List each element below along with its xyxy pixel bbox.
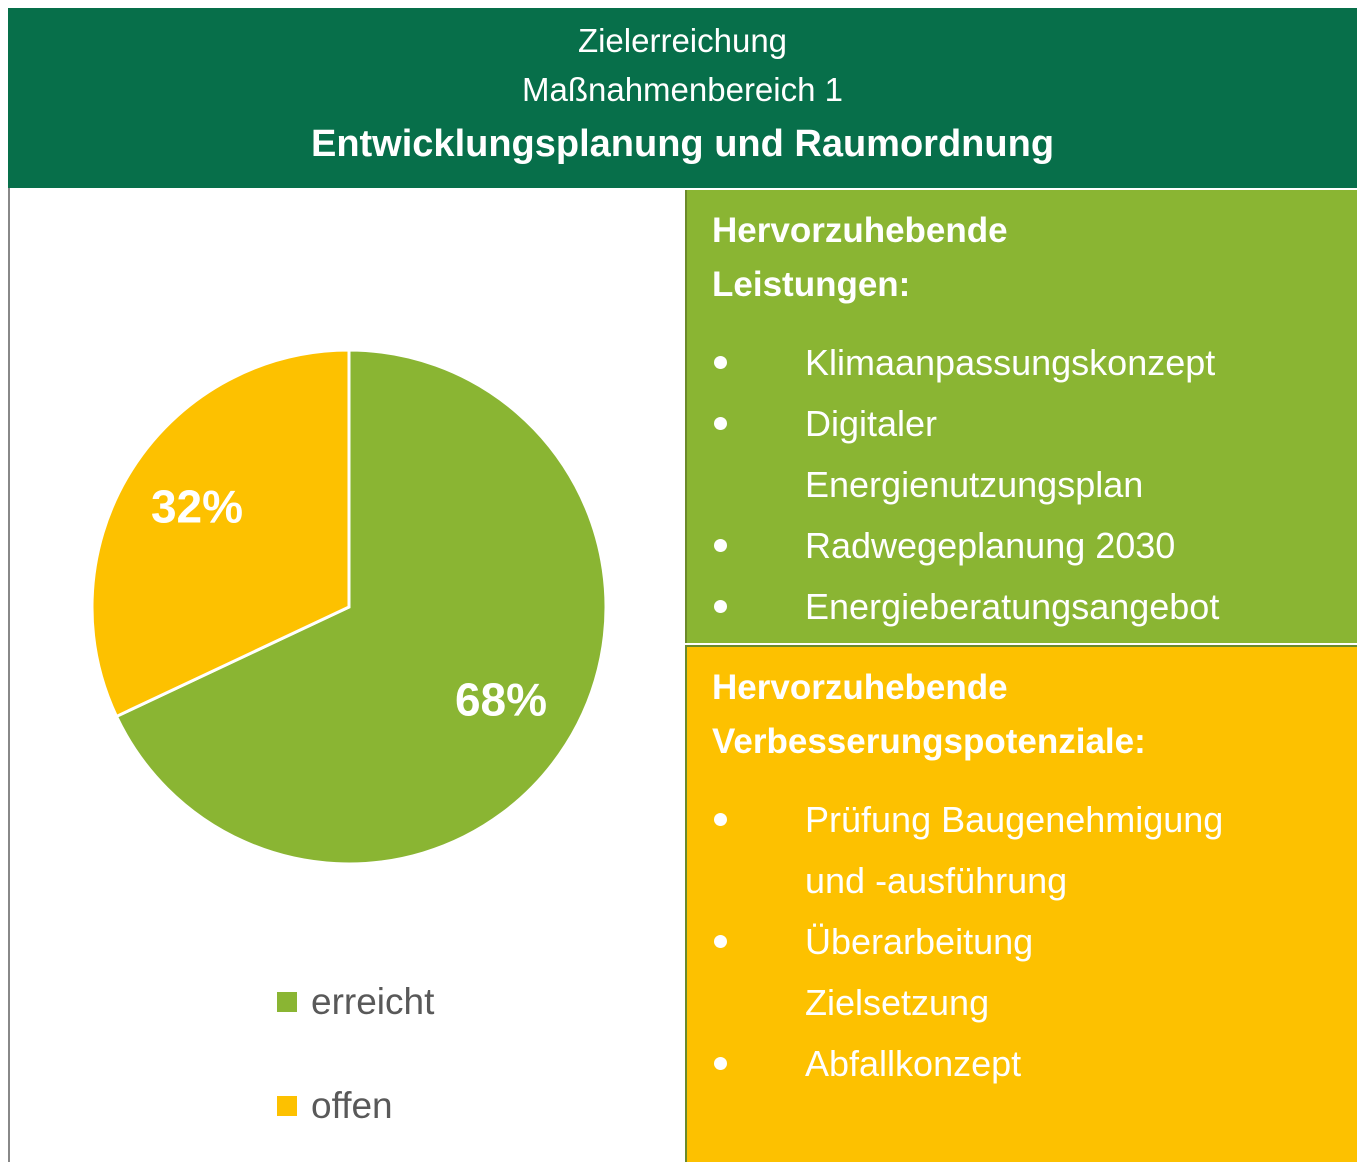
legend-swatch	[277, 992, 297, 1012]
item-text: Prüfung Baugenehmigung	[805, 799, 1224, 840]
legend-swatch	[277, 1096, 297, 1116]
item-text: Energienutzungsplan	[805, 464, 1144, 505]
header-title: Zielerreichung	[577, 22, 788, 59]
legend-label: offen	[311, 1085, 393, 1126]
pie-chart: 68% 32% erreicht offen	[90, 348, 608, 1126]
pie-slice	[114, 348, 608, 866]
header: Zielerreichung Maßnahmenbereich 1 Entwic…	[8, 8, 1357, 188]
item-text: Radwegeplanung 2030	[805, 525, 1176, 566]
pie-slice	[90, 348, 351, 719]
list-item: Energieberatungsangebot	[712, 576, 1357, 637]
header-subtitle: Maßnahmenbereich 1	[521, 71, 843, 108]
frame	[8, 8, 1357, 1162]
panel-title-line: Leistungen:	[712, 265, 911, 304]
panel-title-line: Hervorzuhebende	[712, 211, 1008, 250]
item-list: Klimaanpassungskonzept Digitaler Energienu…	[712, 332, 1357, 637]
item-text: Klimaanpassungskonzept	[805, 342, 1216, 383]
panel-title-line: Hervorzuhebende	[712, 668, 1008, 707]
panel-title: Hervorzuhebende Verbesserungspotenziale:	[712, 661, 1357, 769]
header-heading: Entwicklungsplanung und Raumordnung	[310, 123, 1055, 165]
list-item: Prüfung Baugenehmigung und -ausführung	[712, 789, 1357, 911]
data-label: 68%	[455, 674, 547, 726]
legend-label: erreicht	[311, 981, 435, 1022]
panel: Hervorzuhebende Verbesserungspotenziale: P…	[685, 645, 1357, 1162]
item-text: Überarbeitung	[805, 921, 1034, 962]
list-item: Radwegeplanung 2030	[712, 515, 1357, 576]
panel-title-line: Verbesserungspotenziale:	[712, 722, 1146, 761]
panel-title: Hervorzuhebende Leistungen:	[712, 204, 1357, 312]
data-label: 32%	[151, 481, 243, 533]
item-list: Prüfung Baugenehmigung und -ausführung Übe…	[712, 789, 1357, 1094]
item-text: und -ausführung	[805, 860, 1068, 901]
item-text: Zielsetzung	[805, 982, 990, 1023]
panel: Hervorzuhebende Leistungen: Klimaanpassung…	[685, 190, 1357, 643]
list-item: Digitaler Energienutzungsplan	[712, 393, 1357, 515]
list-item: Klimaanpassungskonzept	[712, 332, 1357, 393]
item-text: Abfallkonzept	[805, 1043, 1022, 1084]
list-item: Abfallkonzept	[712, 1033, 1357, 1094]
item-text: Energieberatungsangebot	[805, 586, 1220, 627]
item-text: Digitaler	[805, 403, 938, 444]
list-item: Überarbeitung Zielsetzung	[712, 911, 1357, 1033]
